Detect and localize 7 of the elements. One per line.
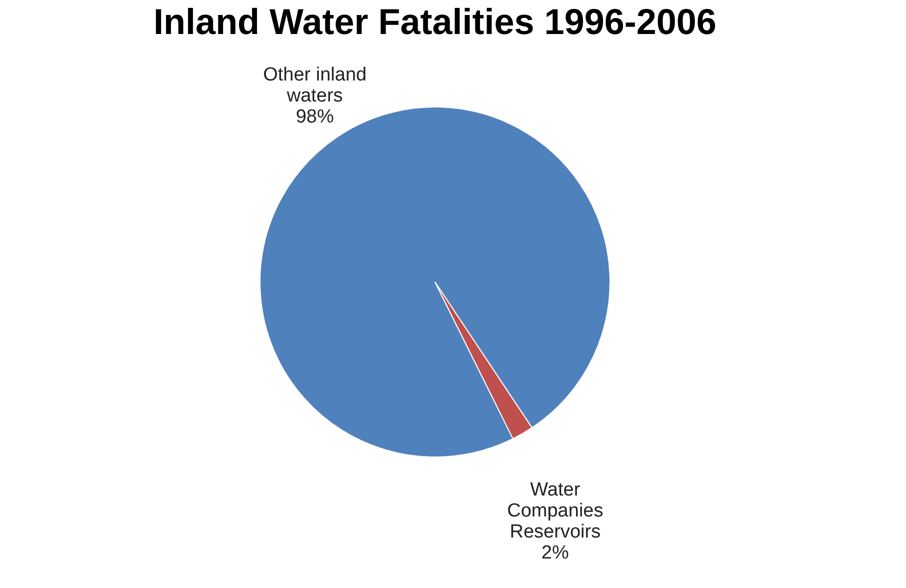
pie-slice [434, 282, 532, 440]
data-label: 98% [296, 106, 334, 128]
data-label: 2% [541, 542, 570, 564]
slice-label: Water Companies Reservoirs [507, 480, 604, 543]
slice-label: Other inland waters [263, 64, 367, 106]
chart-title: Inland Water Fatalities 1996-2006 [154, 1, 716, 42]
pie-slice [260, 106, 610, 458]
